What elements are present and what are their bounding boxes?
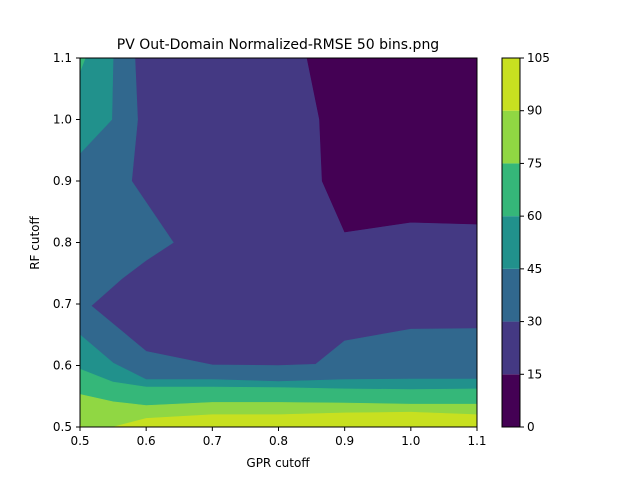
colorbar-band <box>502 110 520 164</box>
y-axis: 0.5 0.6 0.7 0.8 0.9 1.0 1.1 <box>53 51 80 434</box>
x-tick-label: 1.1 <box>467 434 486 448</box>
y-tick-label: 0.8 <box>53 236 72 250</box>
y-tick-label: 0.7 <box>53 297 72 311</box>
colorbar-band <box>502 374 520 427</box>
colorbar-frame <box>501 57 521 428</box>
colorbar-tick-label: 60 <box>527 209 542 223</box>
colorbar-band <box>502 216 520 269</box>
colorbar-band <box>502 321 520 375</box>
x-axis: 0.5 0.6 0.7 0.8 0.9 1.0 1.1 <box>70 427 487 448</box>
colorbar: 0 15 30 45 60 75 90 105 <box>501 51 550 434</box>
y-tick-label: 0.9 <box>53 174 72 188</box>
colorbar-tick-label: 0 <box>527 420 535 434</box>
colorbar-tick-label: 45 <box>527 262 542 276</box>
y-tick-label: 0.6 <box>53 359 72 373</box>
colorbar-tick-label: 90 <box>527 104 542 118</box>
contour-regions <box>79 57 478 428</box>
x-tick-label: 0.5 <box>70 434 89 448</box>
colorbar-tick-label: 75 <box>527 156 542 170</box>
y-tick-label: 1.1 <box>53 51 72 65</box>
y-tick-label: 0.5 <box>53 420 72 434</box>
chart-title: PV Out-Domain Normalized-RMSE 50 bins.pn… <box>117 37 439 53</box>
y-axis-label: RF cutoff <box>28 215 42 269</box>
colorbar-tick-label: 105 <box>527 51 550 65</box>
y-tick-label: 1.0 <box>53 113 72 127</box>
colorbar-band <box>502 58 520 111</box>
x-tick-label: 0.8 <box>269 434 288 448</box>
x-tick-label: 0.9 <box>335 434 354 448</box>
colorbar-band <box>502 268 520 322</box>
colorbar-band <box>502 163 520 217</box>
x-tick-label: 0.7 <box>203 434 222 448</box>
colorbar-tick-label: 15 <box>527 367 542 381</box>
colorbar-tick-label: 30 <box>527 315 542 329</box>
x-tick-label: 1.0 <box>401 434 420 448</box>
x-axis-label: GPR cutoff <box>246 456 310 470</box>
x-tick-label: 0.6 <box>137 434 156 448</box>
